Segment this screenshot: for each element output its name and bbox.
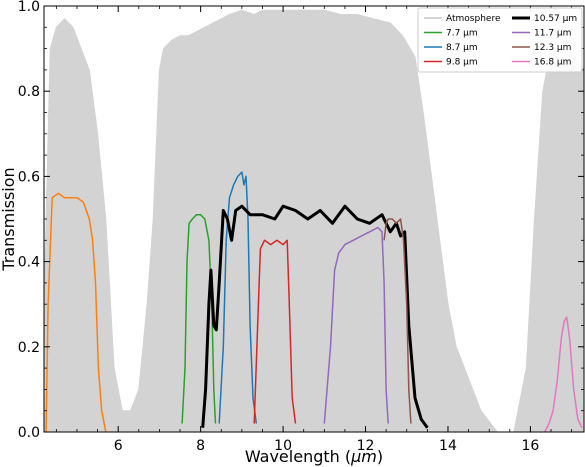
x-tick-label: 6 <box>114 438 123 454</box>
x-axis-label: Wavelength (μm) <box>245 447 383 466</box>
legend-label: 11.7 μm <box>534 29 571 39</box>
x-tick-label: 14 <box>439 438 457 454</box>
series-16.8-m <box>544 316 583 432</box>
legend-label: 12.3 μm <box>534 43 571 53</box>
legend: Atmosphere 10.57 μm 7.7 μm 11.7 μm 8.7 μm 12.… <box>417 7 583 73</box>
x-tick-label: 12 <box>357 438 375 454</box>
legend-label: Atmosphere <box>446 14 501 24</box>
y-tick-label: 0.4 <box>18 255 40 271</box>
legend-label: 8.7 μm <box>446 43 478 53</box>
y-tick-label: 0.2 <box>18 340 40 356</box>
y-tick-label: 0.6 <box>18 169 40 185</box>
x-tick-label: 10 <box>274 438 292 454</box>
series-11.7-m <box>323 226 389 424</box>
series-12.3-m <box>383 218 412 424</box>
x-tick-label: 16 <box>521 438 539 454</box>
series-10.57-m <box>201 204 429 429</box>
y-tick-label: 0.0 <box>18 425 40 441</box>
legend-label: 10.57 μm <box>534 14 577 24</box>
x-tick-label: 8 <box>196 438 205 454</box>
series-9.8-m <box>253 239 297 424</box>
series-unlabeled-band <box>45 192 107 432</box>
series-8.7-m <box>218 171 258 424</box>
series-layer <box>44 9 584 432</box>
legend-label: 16.8 μm <box>534 58 571 68</box>
series-atmosphere <box>44 9 584 432</box>
legend-box <box>417 7 583 73</box>
legend-label: 7.7 μm <box>446 29 478 39</box>
y-axis-label: Transmission <box>0 167 18 271</box>
y-tick-label: 1.0 <box>18 0 40 15</box>
legend-label: 9.8 μm <box>446 58 478 68</box>
y-tick-label: 0.8 <box>18 84 40 100</box>
